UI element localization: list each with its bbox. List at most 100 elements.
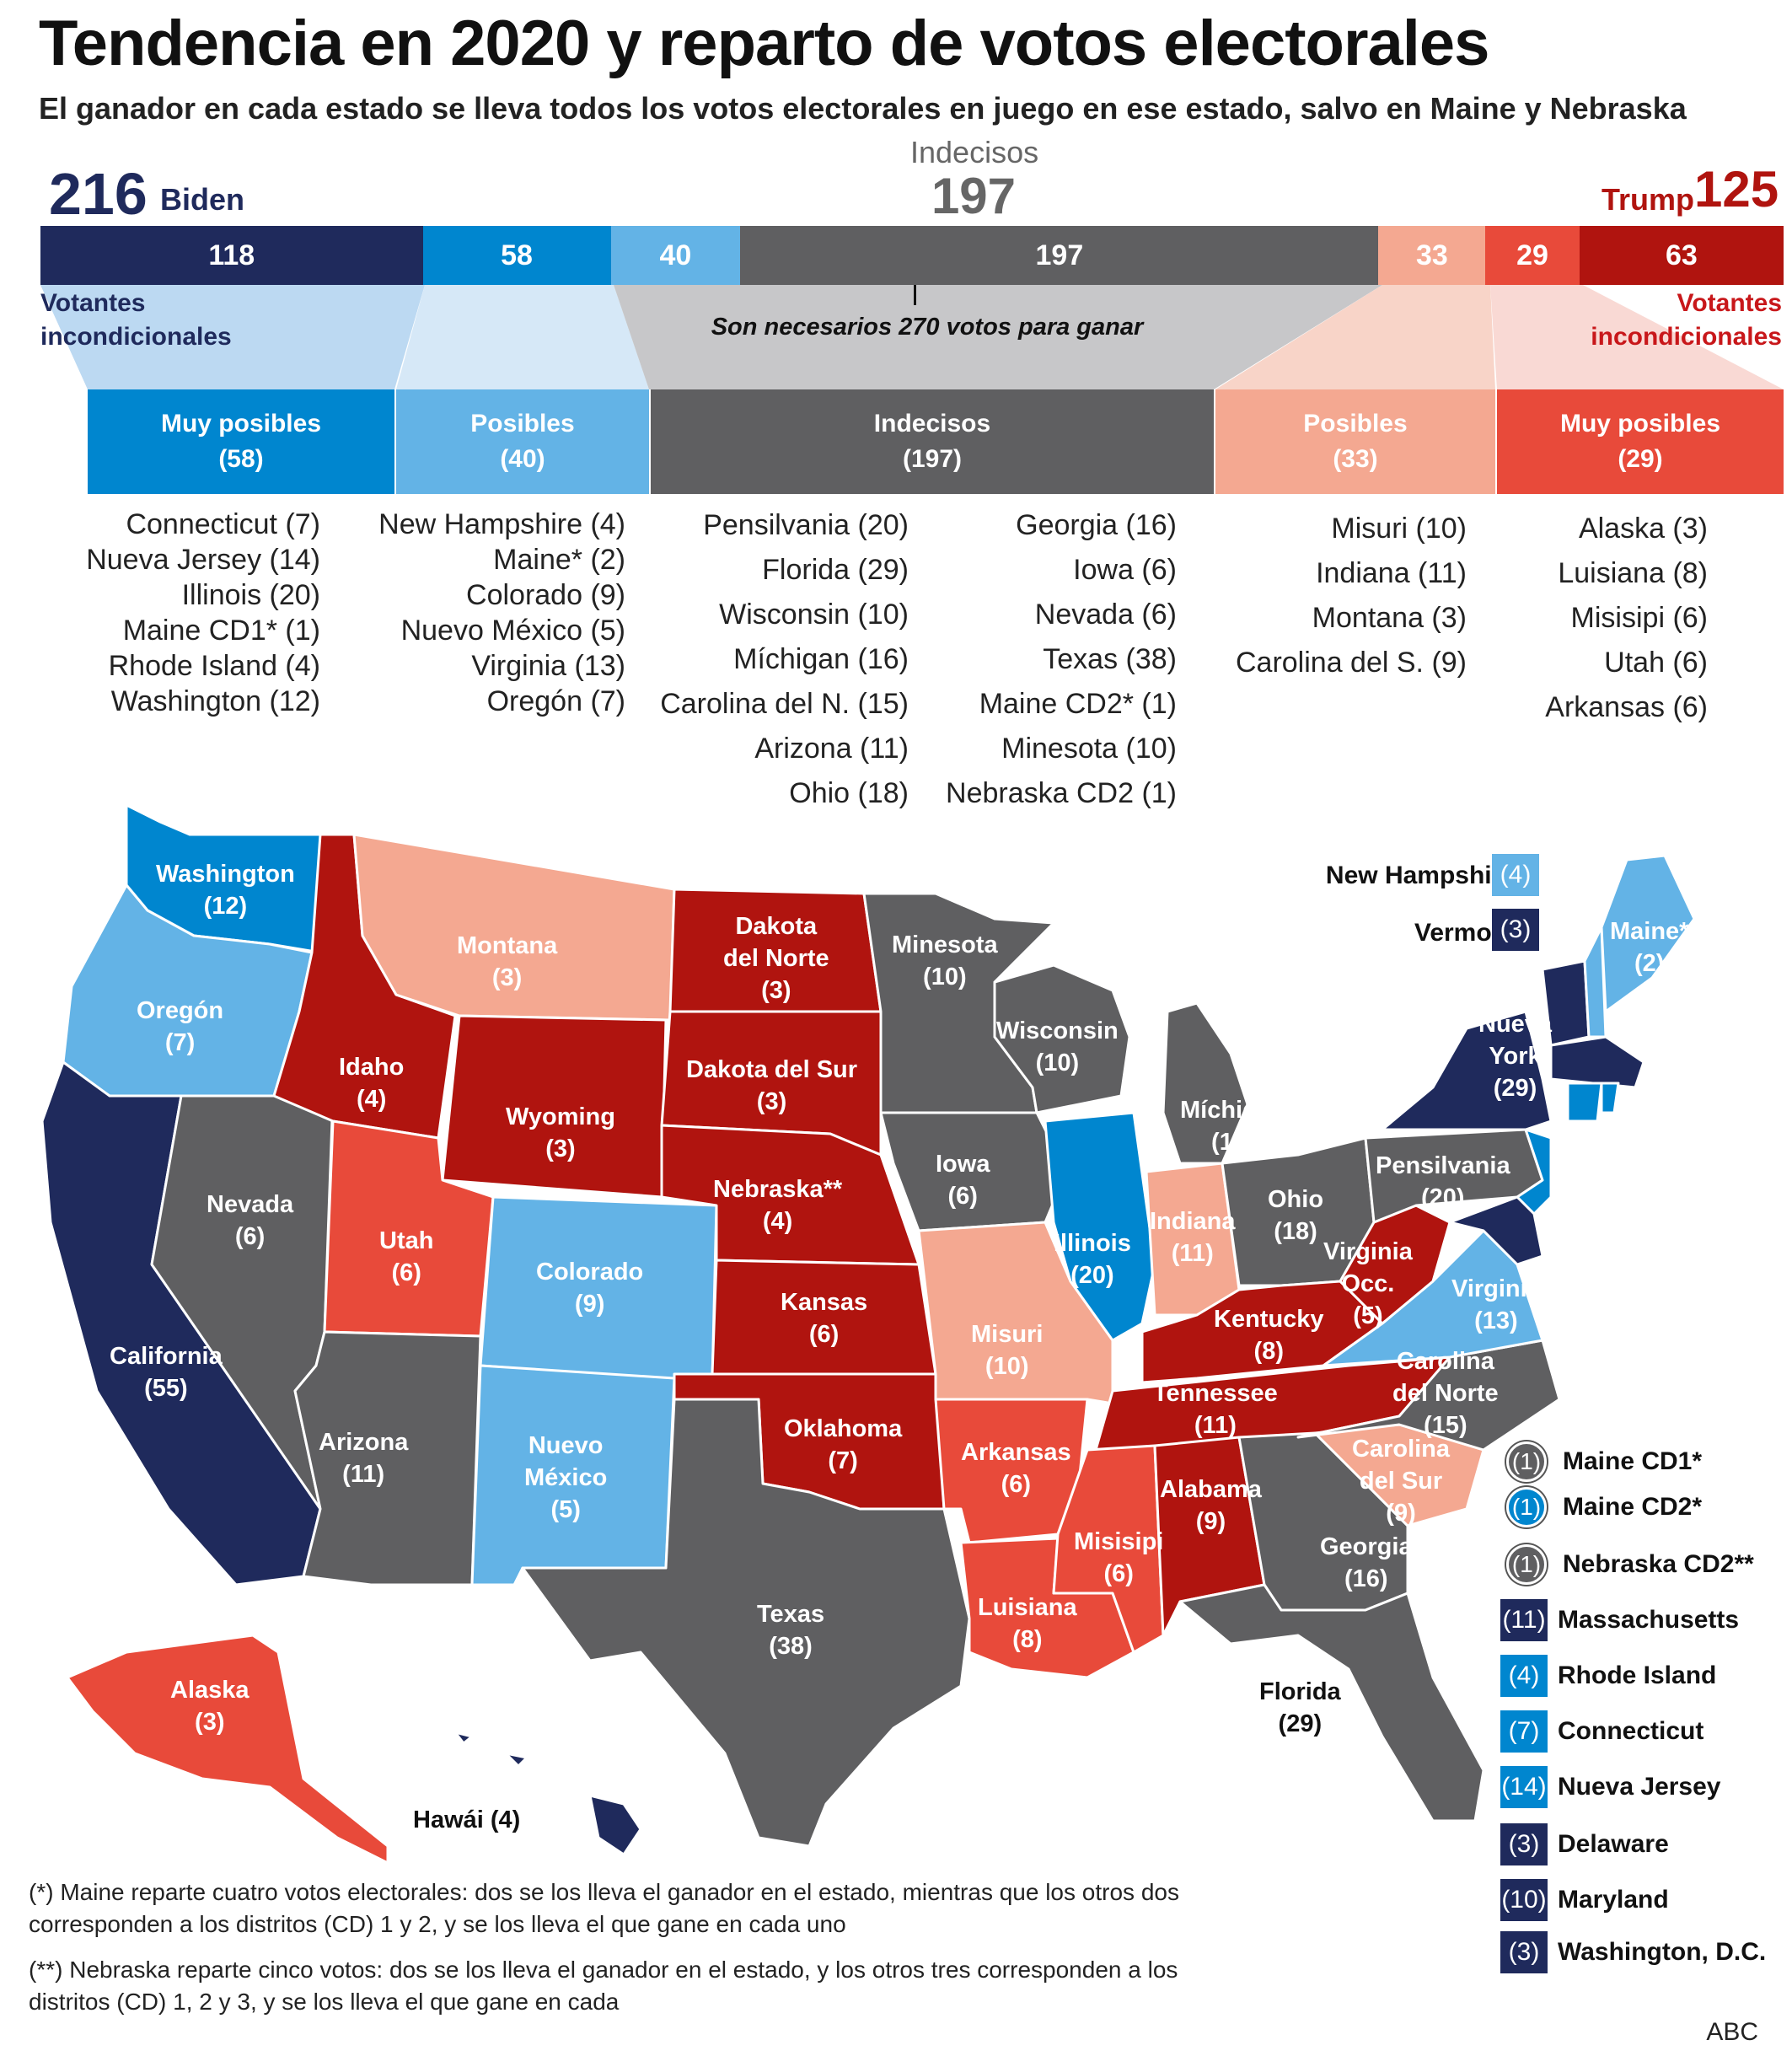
list-item: Nuevo México (5)	[400, 615, 625, 647]
map-state-name: Alaska	[170, 1677, 249, 1704]
category-dem-likely: Posibles (40)	[396, 389, 649, 494]
page-subtitle: El ganador en cada estado se lleva todos…	[39, 91, 1687, 126]
map-label-hawaii: Hawái (4)	[413, 1806, 521, 1833]
map-state-name: Oklahoma	[784, 1415, 903, 1442]
category-count: (29)	[1618, 445, 1663, 473]
map-state-votes: (12)	[203, 893, 248, 920]
map-state-votes: (16)	[1344, 1565, 1388, 1592]
list-item: Carolina del S. (9)	[1235, 647, 1467, 679]
electoral-bar: 118 58 40 197 33 29 63	[40, 226, 1784, 285]
majority-tick	[914, 285, 916, 305]
map-state-name: Luisiana	[978, 1594, 1077, 1621]
map-state-name: Montana	[457, 932, 558, 959]
majority-note: Son necesarios 270 votos para ganar	[711, 314, 1144, 341]
state-shape-rhode-island	[1600, 1082, 1620, 1114]
map-label-new-york: Nueva York (29)	[1478, 1008, 1552, 1104]
category-count: (40)	[500, 445, 545, 473]
map-state-votes: (29)	[1278, 1710, 1323, 1737]
state-shape-hawaii	[453, 1731, 642, 1856]
map-label-montana: Montana (3)	[457, 930, 557, 994]
map-label-maine: Maine* (2)	[1610, 915, 1688, 980]
map-label-colorado: Colorado (9)	[536, 1256, 643, 1320]
map-label-south-dakota: Dakota del Sur (3)	[686, 1054, 857, 1118]
list-item: Virginia (13)	[471, 650, 625, 682]
map-label-nevada: Nevada (6)	[207, 1189, 293, 1253]
map-state-name: Iowa	[936, 1151, 990, 1178]
map-state-name: Maine*	[1610, 918, 1689, 945]
list-item: Arizona (11)	[754, 733, 909, 765]
list-item: New Hampshire (4)	[378, 508, 625, 540]
state-shape-illinois	[1044, 1111, 1156, 1342]
map-state-votes: (6)	[1001, 1471, 1032, 1498]
biden-safe-label: Votantes incondicionales	[40, 287, 232, 354]
map-label-oregon: Oregón (7)	[137, 995, 223, 1059]
map-state-name: Kentucky	[1214, 1306, 1324, 1333]
state-shape-alaska	[66, 1634, 389, 1865]
map-state-votes: (20)	[1070, 1262, 1114, 1289]
legend-label-new-hampshire: New Hampshire	[1325, 862, 1516, 889]
map-state-votes: (8)	[1012, 1626, 1043, 1653]
list-item: Illinois (20)	[181, 579, 320, 611]
map-state-votes: (3)	[761, 977, 791, 1004]
state-shape-texas	[521, 1398, 971, 1848]
list-item: Misisipi (6)	[1570, 602, 1708, 634]
map-state-name: Ohio	[1268, 1186, 1324, 1213]
map-label-arizona: Arizona (11)	[319, 1426, 408, 1490]
map-label-florida: Florida (29)	[1259, 1676, 1341, 1740]
map-state-name: Occ.	[1341, 1270, 1395, 1297]
map-state-name: Wisconsin	[996, 1017, 1119, 1044]
map-state-name: Georgia	[1320, 1533, 1413, 1560]
map-state-votes: (6)	[808, 1321, 840, 1348]
map-state-name: Misuri	[971, 1321, 1044, 1348]
map-label-north-dakota: Dakota del Norte (3)	[723, 910, 829, 1007]
page-title: Tendencia en 2020 y reparto de votos ele…	[39, 8, 1489, 79]
map-state-votes: (4)	[356, 1086, 387, 1113]
list-item: Ohio (18)	[789, 777, 909, 809]
map-label-missouri: Misuri (10)	[971, 1318, 1043, 1382]
legend-value: (3)	[1500, 1823, 1548, 1865]
legend-row: (3) Delaware	[1500, 1822, 1669, 1866]
map-state-votes: (11)	[1194, 1412, 1237, 1439]
map-label-new-mexico: Nuevo México (5)	[524, 1430, 607, 1526]
bar-segment: 63	[1579, 226, 1784, 285]
list-item: Nebraska CD2 (1)	[946, 777, 1177, 809]
map-state-name: Míchigan	[1180, 1097, 1286, 1124]
map-label-wisconsin: Wisconsin (10)	[996, 1015, 1119, 1079]
map-label-north-carolina: Carolina del Norte (15)	[1392, 1345, 1499, 1441]
legend-label: Connecticut	[1558, 1717, 1704, 1745]
map-state-votes: (15)	[1424, 1412, 1467, 1439]
map-state-name: Dakota	[735, 913, 818, 940]
map-state-name: Nueva	[1478, 1011, 1553, 1038]
list-item: Maine* (2)	[493, 544, 625, 576]
safe-label-line: Votantes	[1677, 289, 1782, 317]
map-label-illinois: Illinois (20)	[1054, 1227, 1131, 1291]
map-state-name: Pensilvania	[1376, 1152, 1510, 1179]
state-shape-maine	[1600, 854, 1696, 1013]
map-state-name: Carolina	[1396, 1348, 1494, 1375]
map-state-name: del Norte	[723, 945, 829, 972]
map-state-name: Virginia	[1323, 1238, 1413, 1265]
map-label-utah: Utah (6)	[379, 1225, 433, 1289]
legend-label: Rhode Island	[1558, 1661, 1717, 1689]
map-state-votes: (10)	[923, 964, 967, 990]
map-state-votes: (29)	[1493, 1075, 1537, 1102]
map-label-idaho: Idaho (4)	[339, 1051, 404, 1115]
map-state-votes: (6)	[947, 1183, 978, 1210]
map-state-name: Carolina	[1352, 1436, 1451, 1463]
map-state-name: Virginia	[1451, 1275, 1541, 1302]
category-count: (58)	[218, 445, 264, 473]
map-label-wyoming: Wyoming (3)	[506, 1101, 615, 1165]
map-state-votes: (9)	[574, 1291, 605, 1318]
map-state-name: Misisipi	[1074, 1528, 1164, 1555]
list-item: Misuri (10)	[1331, 513, 1467, 545]
legend-row: (4) Rhode Island	[1500, 1654, 1716, 1698]
map-state-name: Indiana	[1150, 1208, 1236, 1235]
map-state-name: Idaho	[339, 1054, 405, 1081]
map-label-indiana: Indiana (11)	[1150, 1205, 1236, 1270]
map-label-kentucky: Kentucky (8)	[1214, 1303, 1324, 1367]
map-state-name: Arkansas	[961, 1439, 1071, 1466]
list-item: Texas (38)	[1043, 643, 1177, 675]
map-state-votes: (8)	[1253, 1338, 1284, 1365]
category-rep-very-likely: Muy posibles (29)	[1497, 389, 1784, 494]
map-state-name: Oregón	[137, 997, 224, 1024]
